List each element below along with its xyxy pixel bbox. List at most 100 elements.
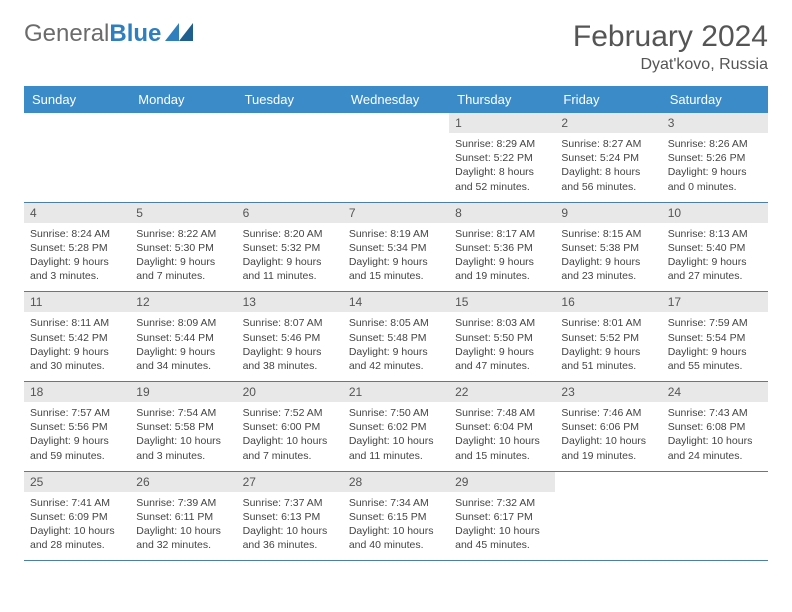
daylight-text: Daylight: 9 hours and 3 minutes. — [30, 255, 124, 283]
sunset-text: Sunset: 6:13 PM — [243, 510, 337, 524]
calendar-row: 25Sunrise: 7:41 AMSunset: 6:09 PMDayligh… — [24, 472, 768, 562]
day-info: Sunrise: 8:19 AMSunset: 5:34 PMDaylight:… — [349, 227, 443, 284]
sunrise-text: Sunrise: 8:29 AM — [455, 137, 549, 151]
day-info: Sunrise: 8:22 AMSunset: 5:30 PMDaylight:… — [136, 227, 230, 284]
sunrise-text: Sunrise: 8:22 AM — [136, 227, 230, 241]
day-number: 17 — [662, 292, 768, 312]
calendar-cell: 4Sunrise: 8:24 AMSunset: 5:28 PMDaylight… — [24, 203, 130, 292]
sunrise-text: Sunrise: 8:24 AM — [30, 227, 124, 241]
day-info: Sunrise: 8:24 AMSunset: 5:28 PMDaylight:… — [30, 227, 124, 284]
calendar-cell: 22Sunrise: 7:48 AMSunset: 6:04 PMDayligh… — [449, 382, 555, 471]
day-info: Sunrise: 8:15 AMSunset: 5:38 PMDaylight:… — [561, 227, 655, 284]
day-number: 8 — [449, 203, 555, 223]
calendar-cell — [662, 472, 768, 561]
sunrise-text: Sunrise: 7:46 AM — [561, 406, 655, 420]
calendar-cell: 12Sunrise: 8:09 AMSunset: 5:44 PMDayligh… — [130, 292, 236, 381]
calendar-row: 4Sunrise: 8:24 AMSunset: 5:28 PMDaylight… — [24, 203, 768, 293]
day-number: 25 — [24, 472, 130, 492]
sunset-text: Sunset: 5:46 PM — [243, 331, 337, 345]
daylight-text: Daylight: 10 hours and 11 minutes. — [349, 434, 443, 462]
calendar-cell: 3Sunrise: 8:26 AMSunset: 5:26 PMDaylight… — [662, 113, 768, 202]
day-info: Sunrise: 8:05 AMSunset: 5:48 PMDaylight:… — [349, 316, 443, 373]
sunset-text: Sunset: 5:48 PM — [349, 331, 443, 345]
day-number: 23 — [555, 382, 661, 402]
day-info: Sunrise: 7:50 AMSunset: 6:02 PMDaylight:… — [349, 406, 443, 463]
sunset-text: Sunset: 5:42 PM — [30, 331, 124, 345]
day-number: 18 — [24, 382, 130, 402]
day-info: Sunrise: 7:43 AMSunset: 6:08 PMDaylight:… — [668, 406, 762, 463]
weekday-label: Friday — [555, 86, 661, 113]
calendar-cell: 27Sunrise: 7:37 AMSunset: 6:13 PMDayligh… — [237, 472, 343, 561]
calendar-cell: 28Sunrise: 7:34 AMSunset: 6:15 PMDayligh… — [343, 472, 449, 561]
day-info: Sunrise: 8:26 AMSunset: 5:26 PMDaylight:… — [668, 137, 762, 194]
month-title: February 2024 — [573, 20, 768, 54]
day-info: Sunrise: 7:59 AMSunset: 5:54 PMDaylight:… — [668, 316, 762, 373]
day-info: Sunrise: 8:29 AMSunset: 5:22 PMDaylight:… — [455, 137, 549, 194]
weekday-label: Tuesday — [237, 86, 343, 113]
calendar-cell — [555, 472, 661, 561]
day-info: Sunrise: 8:09 AMSunset: 5:44 PMDaylight:… — [136, 316, 230, 373]
daylight-text: Daylight: 9 hours and 30 minutes. — [30, 345, 124, 373]
daylight-text: Daylight: 10 hours and 28 minutes. — [30, 524, 124, 552]
sunrise-text: Sunrise: 7:39 AM — [136, 496, 230, 510]
sunset-text: Sunset: 5:30 PM — [136, 241, 230, 255]
sunrise-text: Sunrise: 8:05 AM — [349, 316, 443, 330]
calendar-cell: 5 Sunrise: 8:22 AMSunset: 5:30 PMDaylight… — [130, 203, 236, 292]
day-info: Sunrise: 7:57 AMSunset: 5:56 PMDaylight:… — [30, 406, 124, 463]
weekday-label: Thursday — [449, 86, 555, 113]
sunrise-text: Sunrise: 8:17 AM — [455, 227, 549, 241]
day-number: 16 — [555, 292, 661, 312]
day-number: 15 — [449, 292, 555, 312]
daylight-text: Daylight: 8 hours and 56 minutes. — [561, 165, 655, 193]
sunrise-text: Sunrise: 8:27 AM — [561, 137, 655, 151]
daylight-text: Daylight: 10 hours and 45 minutes. — [455, 524, 549, 552]
weekday-label: Wednesday — [343, 86, 449, 113]
day-number: 1 — [449, 113, 555, 133]
sunset-text: Sunset: 6:08 PM — [668, 420, 762, 434]
day-number: 10 — [662, 203, 768, 223]
day-number: 21 — [343, 382, 449, 402]
sunrise-text: Sunrise: 8:01 AM — [561, 316, 655, 330]
sunset-text: Sunset: 5:24 PM — [561, 151, 655, 165]
sunset-text: Sunset: 6:09 PM — [30, 510, 124, 524]
calendar-cell — [24, 113, 130, 202]
daylight-text: Daylight: 10 hours and 19 minutes. — [561, 434, 655, 462]
daylight-text: Daylight: 9 hours and 19 minutes. — [455, 255, 549, 283]
calendar-cell: 16 Sunrise: 8:01 AMSunset: 5:52 PMDayligh… — [555, 292, 661, 381]
sunset-text: Sunset: 6:11 PM — [136, 510, 230, 524]
day-number: 29 — [449, 472, 555, 492]
title-block: February 2024 Dyat'kovo, Russia — [573, 20, 768, 74]
day-info: Sunrise: 7:41 AMSunset: 6:09 PMDaylight:… — [30, 496, 124, 553]
weekday-label: Monday — [130, 86, 236, 113]
day-info: Sunrise: 8:11 AMSunset: 5:42 PMDaylight:… — [30, 316, 124, 373]
sunrise-text: Sunrise: 8:19 AM — [349, 227, 443, 241]
sunrise-text: Sunrise: 8:03 AM — [455, 316, 549, 330]
calendar-body: 1 Sunrise: 8:29 AMSunset: 5:22 PMDaylight… — [24, 113, 768, 561]
day-info: Sunrise: 7:52 AMSunset: 6:00 PMDaylight:… — [243, 406, 337, 463]
sunrise-text: Sunrise: 7:41 AM — [30, 496, 124, 510]
weekday-label: Saturday — [662, 86, 768, 113]
sunset-text: Sunset: 6:17 PM — [455, 510, 549, 524]
sunset-text: Sunset: 5:56 PM — [30, 420, 124, 434]
location: Dyat'kovo, Russia — [573, 56, 768, 74]
day-info: Sunrise: 7:34 AMSunset: 6:15 PMDaylight:… — [349, 496, 443, 553]
calendar-cell: 6Sunrise: 8:20 AMSunset: 5:32 PMDaylight… — [237, 203, 343, 292]
sunrise-text: Sunrise: 7:59 AM — [668, 316, 762, 330]
day-info: Sunrise: 7:32 AMSunset: 6:17 PMDaylight:… — [455, 496, 549, 553]
sunrise-text: Sunrise: 8:07 AM — [243, 316, 337, 330]
daylight-text: Daylight: 9 hours and 51 minutes. — [561, 345, 655, 373]
sunset-text: Sunset: 5:34 PM — [349, 241, 443, 255]
day-number: 5 — [130, 203, 236, 223]
day-info: Sunrise: 8:03 AMSunset: 5:50 PMDaylight:… — [455, 316, 549, 373]
daylight-text: Daylight: 9 hours and 59 minutes. — [30, 434, 124, 462]
daylight-text: Daylight: 10 hours and 7 minutes. — [243, 434, 337, 462]
calendar-cell: 8Sunrise: 8:17 AMSunset: 5:36 PMDaylight… — [449, 203, 555, 292]
daylight-text: Daylight: 9 hours and 11 minutes. — [243, 255, 337, 283]
sunset-text: Sunset: 5:52 PM — [561, 331, 655, 345]
calendar-cell: 2Sunrise: 8:27 AMSunset: 5:24 PMDaylight… — [555, 113, 661, 202]
calendar-row: 1 Sunrise: 8:29 AMSunset: 5:22 PMDaylight… — [24, 113, 768, 203]
calendar-cell: 25 Sunrise: 7:41 AMSunset: 6:09 PMDayligh… — [24, 472, 130, 561]
daylight-text: Daylight: 9 hours and 7 minutes. — [136, 255, 230, 283]
weekday-label: Sunday — [24, 86, 130, 113]
calendar-cell — [343, 113, 449, 202]
